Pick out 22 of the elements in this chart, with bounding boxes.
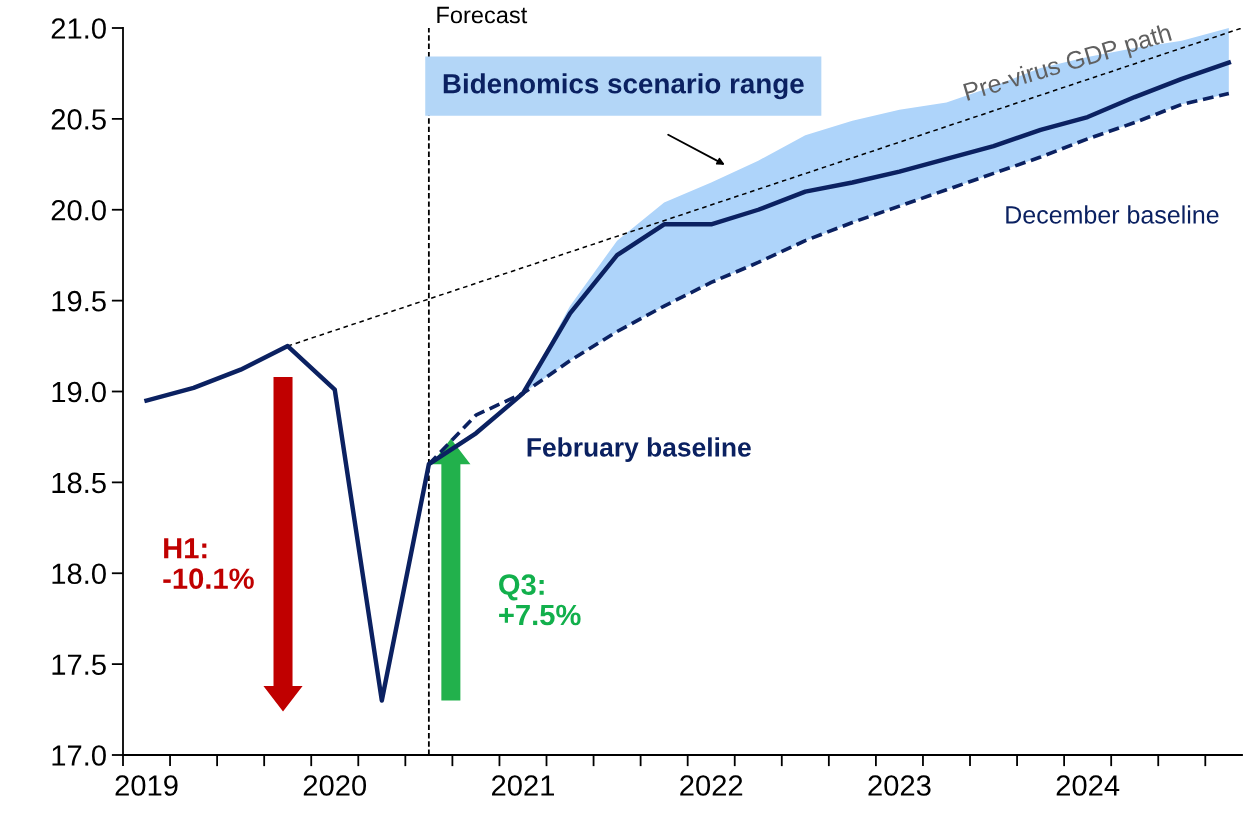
- x-tick-label: 2022: [680, 775, 743, 796]
- annotation: Bidenomics scenario range: [443, 73, 804, 100]
- annotation: Q3: +7.5%: [499, 574, 581, 626]
- x-tick-label: 2024: [1056, 775, 1120, 796]
- y-tick-label: 19.0: [52, 381, 106, 403]
- y-tick-label: 17.5: [52, 654, 106, 675]
- series-label: February baseline: [527, 437, 751, 462]
- series-label: December baseline: [1006, 205, 1219, 224]
- y-tick-label: 21.0: [51, 18, 106, 39]
- x-tick-label: 2020: [303, 775, 367, 796]
- y-tick-label: 18.5: [52, 472, 106, 494]
- y-tick-label: 20.5: [51, 109, 106, 130]
- ref-line-label: Forecast: [437, 6, 528, 24]
- y-tick-label: 19.5: [52, 290, 106, 312]
- x-tick-label: 2023: [868, 775, 931, 796]
- y-tick-label: 17.0: [52, 745, 106, 766]
- y-tick-label: 20.0: [51, 199, 106, 221]
- x-tick-label: 2019: [115, 775, 178, 796]
- annotation: H1: -10.1%: [163, 538, 254, 589]
- x-tick-label: 2021: [492, 775, 554, 796]
- y-tick-label: 18.0: [52, 563, 106, 585]
- text: Pre-virus GDP path: [962, 22, 1174, 106]
